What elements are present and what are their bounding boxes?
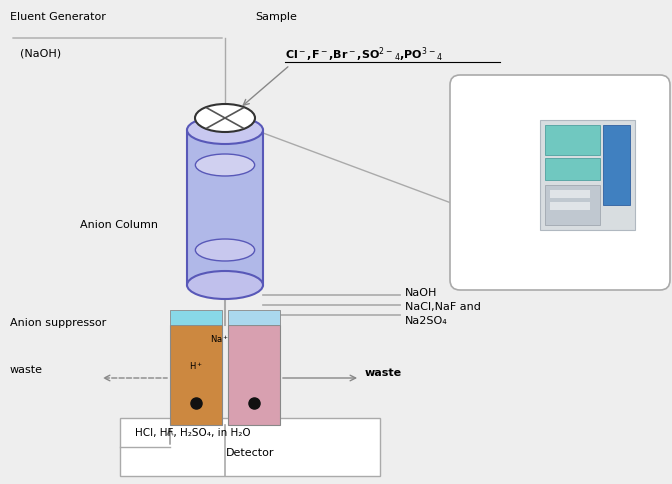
Bar (120, 418, 380, 476)
Bar (603, 125, 630, 205)
Bar (550, 190, 590, 198)
Text: Eluent Generator: Eluent Generator (10, 12, 106, 22)
Text: H$^+$: H$^+$ (189, 360, 203, 372)
Bar (170, 310, 222, 325)
Bar (545, 185, 600, 225)
Text: Cl$^-$,F$^-$,Br$^-$,SO$^2$$^-$$_4$,PO$^3$$^-$$_4$: Cl$^-$,F$^-$,Br$^-$,SO$^2$$^-$$_4$,PO$^3… (285, 45, 443, 63)
Ellipse shape (187, 116, 263, 144)
Text: Na2SO₄: Na2SO₄ (405, 316, 448, 326)
Text: NaOH: NaOH (405, 288, 437, 298)
FancyBboxPatch shape (450, 75, 670, 290)
Text: Na$^+$: Na$^+$ (210, 333, 230, 345)
Text: Anion Column: Anion Column (80, 220, 158, 230)
Text: Detector: Detector (226, 448, 274, 458)
Ellipse shape (195, 104, 255, 132)
Bar (170, 325, 222, 425)
Bar (228, 310, 280, 325)
Ellipse shape (196, 239, 255, 261)
Text: (NaOH): (NaOH) (20, 48, 61, 58)
Text: waste: waste (365, 368, 402, 378)
Bar (187, 130, 263, 285)
Ellipse shape (196, 154, 255, 176)
Text: HCl, HF, H₂SO₄, in H₂O: HCl, HF, H₂SO₄, in H₂O (135, 428, 251, 438)
Text: waste: waste (10, 365, 43, 375)
Text: Sample: Sample (255, 12, 297, 22)
Bar (228, 325, 280, 425)
Bar (540, 120, 635, 230)
Bar (550, 202, 590, 210)
Text: NaCl,NaF and: NaCl,NaF and (405, 302, 481, 312)
Bar (545, 158, 600, 180)
Bar (545, 125, 600, 155)
Text: Anion suppressor: Anion suppressor (10, 318, 106, 328)
Ellipse shape (187, 271, 263, 299)
